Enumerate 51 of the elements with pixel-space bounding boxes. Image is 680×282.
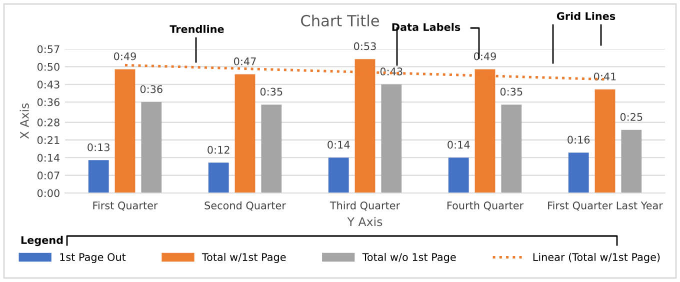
x-tick-label: First Quarter Last Year <box>548 201 663 211</box>
data-label: 0:35 <box>500 88 522 96</box>
bar <box>568 152 589 193</box>
legend-label: 1st Page Out <box>60 253 126 264</box>
bar <box>261 104 282 193</box>
data-label: 0:25 <box>620 113 642 121</box>
y-tick-label: 0:50 <box>37 62 60 71</box>
bar <box>448 158 469 193</box>
data-label: 0:16 <box>568 136 590 144</box>
x-axis-title: Y Axis <box>347 216 382 226</box>
y-tick-label: 0:00 <box>37 189 60 198</box>
data-label: 0:53 <box>354 42 376 50</box>
bar <box>594 89 616 193</box>
text: Trendline <box>170 24 224 34</box>
data-label: 0:13 <box>88 143 110 152</box>
bar <box>501 104 522 193</box>
bar <box>234 74 256 193</box>
y-tick-label: 0:14 <box>37 154 60 162</box>
y-tick-label: 0:07 <box>37 172 60 180</box>
legend-label: Total w/1st Page <box>202 252 286 264</box>
y-axis-title: X Axis <box>20 103 29 139</box>
data-label: 0:49 <box>114 52 136 60</box>
data-label: 0:14 <box>328 140 350 149</box>
bar <box>381 84 402 193</box>
x-tick-label: First Quarter <box>93 201 158 211</box>
legend-label: Total w/o 1st Page <box>362 252 456 264</box>
data-label: 0:36 <box>140 85 162 94</box>
bar <box>88 160 109 193</box>
bar <box>328 158 349 193</box>
bar <box>621 130 642 193</box>
y-tick-label: 0:28 <box>37 118 60 126</box>
x-tick-label: Third Quarter <box>330 201 400 211</box>
data-label: 0:35 <box>260 88 282 96</box>
legend-label: Linear (Total w/1st Page) <box>533 252 660 264</box>
data-label: 0:12 <box>208 146 230 154</box>
y-tick-label: 0:36 <box>37 98 60 106</box>
data-label: 0:47 <box>234 57 256 66</box>
text: Legend <box>21 236 63 246</box>
bar <box>141 102 162 193</box>
chart-title: Chart Title <box>301 14 379 26</box>
x-tick-label: Second Quarter <box>204 201 286 211</box>
data-label: 0:14 <box>448 140 470 149</box>
y-tick-label: 0:21 <box>37 136 60 144</box>
data-label: 0:41 <box>594 72 616 80</box>
text: Data Labels <box>392 22 460 32</box>
y-tick-label: 0:43 <box>37 80 60 88</box>
bar <box>208 162 229 193</box>
bar <box>114 69 136 193</box>
y-tick-label: 0:57 <box>37 45 60 54</box>
x-tick-label: Fourth Quarter <box>447 201 524 211</box>
text: Grid Lines <box>556 12 616 20</box>
